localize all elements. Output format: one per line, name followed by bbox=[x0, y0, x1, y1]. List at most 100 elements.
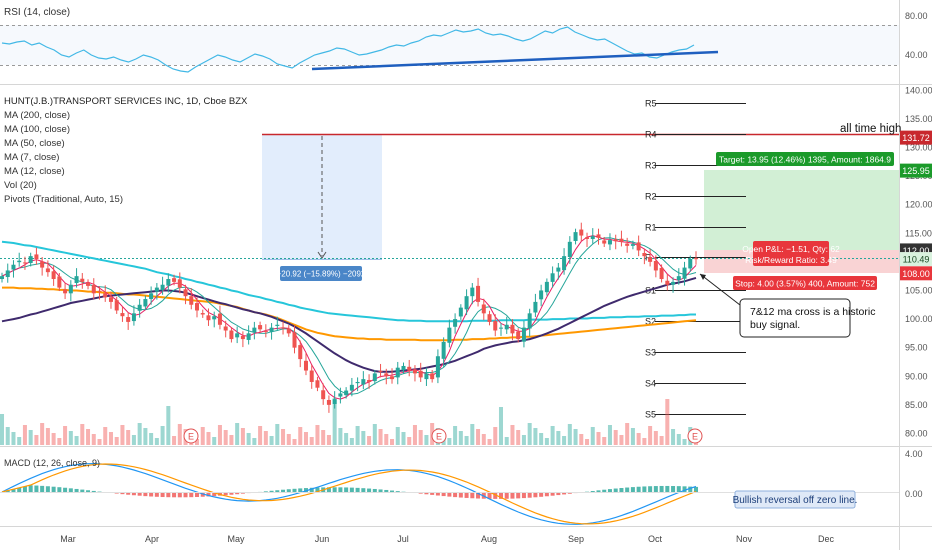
volume-bar bbox=[407, 437, 412, 445]
volume-bar bbox=[464, 436, 469, 445]
macd-bar bbox=[269, 490, 274, 492]
candle-body bbox=[395, 367, 400, 378]
rsi-label: RSI (14, close) bbox=[4, 7, 70, 18]
candle-body bbox=[453, 319, 458, 327]
measure-range-box bbox=[262, 134, 382, 260]
rsi-pane[interactable]: RSI (14, close) 80.00 40.00 bbox=[0, 7, 928, 73]
macd-bar bbox=[131, 492, 136, 496]
candle-body bbox=[659, 267, 664, 280]
macd-bar bbox=[516, 492, 521, 499]
candle-body bbox=[533, 301, 538, 313]
price-tick: 80.00 bbox=[905, 428, 928, 438]
rsi-tick-40: 40.00 bbox=[905, 50, 928, 60]
macd-bar bbox=[17, 487, 22, 492]
candle-body bbox=[68, 284, 73, 294]
macd-bar bbox=[493, 492, 498, 499]
candle-body bbox=[527, 313, 532, 329]
macd-bar bbox=[630, 487, 635, 492]
macd-bar bbox=[676, 486, 681, 492]
candle-body bbox=[407, 366, 412, 371]
pivot-label-r2: R2 bbox=[645, 192, 657, 202]
macd-bar bbox=[309, 487, 314, 492]
candle-body bbox=[183, 289, 188, 297]
macd-bar bbox=[527, 492, 532, 498]
month-tick-mar: Mar bbox=[60, 534, 76, 544]
macd-bar bbox=[430, 492, 435, 495]
month-tick-aug: Aug bbox=[481, 534, 497, 544]
volume-bar bbox=[636, 433, 641, 445]
macd-bar bbox=[303, 488, 308, 492]
volume-bar bbox=[114, 437, 119, 445]
volume-bar bbox=[275, 424, 280, 445]
volume-bar bbox=[246, 433, 251, 445]
volume-bar bbox=[0, 414, 5, 445]
volume-bar bbox=[556, 431, 561, 445]
macd-bar bbox=[332, 487, 337, 492]
indicator-ma100: MA (100, close) bbox=[4, 124, 70, 135]
volume-bar bbox=[108, 432, 113, 445]
earnings-marker-1[interactable]: E bbox=[183, 428, 199, 444]
volume-bar bbox=[596, 432, 601, 445]
volume-bar bbox=[395, 427, 400, 445]
month-tick-dec: Dec bbox=[818, 534, 835, 544]
candle-body bbox=[441, 341, 446, 359]
price-tick: 140.00 bbox=[905, 85, 932, 95]
macd-pane[interactable]: MACD (12, 26, close, 9) 4.00 0.00 Bullis… bbox=[0, 449, 923, 525]
volume-bar bbox=[498, 407, 503, 445]
macd-bar bbox=[74, 488, 79, 492]
candle-body bbox=[91, 285, 96, 294]
volume-bar bbox=[269, 436, 274, 445]
candle-body bbox=[292, 332, 297, 348]
candle-body bbox=[86, 282, 91, 286]
ma-100-line bbox=[2, 286, 697, 342]
volume-bar bbox=[326, 435, 331, 445]
volume-bar bbox=[476, 429, 481, 445]
callout-note[interactable]: 7&12 ma cross is a historic buy signal. bbox=[699, 273, 875, 338]
volume-bar bbox=[309, 437, 314, 445]
volume-bar bbox=[45, 428, 50, 445]
macd-bar bbox=[544, 492, 549, 497]
macd-bar bbox=[435, 492, 440, 496]
all-time-high-label: all time high bbox=[840, 123, 901, 135]
volume-bar bbox=[338, 428, 343, 445]
volume-bar bbox=[131, 435, 136, 445]
volume-bar bbox=[217, 425, 222, 445]
volume-bar bbox=[229, 435, 234, 445]
svg-text:E: E bbox=[188, 432, 194, 442]
macd-bar bbox=[315, 487, 320, 492]
month-tick-nov: Nov bbox=[736, 534, 753, 544]
candle-body bbox=[401, 365, 406, 371]
volume-bar bbox=[378, 429, 383, 445]
candle-body bbox=[607, 240, 612, 245]
macd-bar bbox=[143, 492, 148, 497]
volume-bar bbox=[493, 427, 498, 445]
earnings-marker-2[interactable]: E bbox=[431, 428, 447, 444]
candle-body bbox=[688, 259, 693, 269]
volume-bar bbox=[303, 432, 308, 445]
volume-bar bbox=[349, 438, 354, 445]
volume-bar bbox=[527, 423, 532, 445]
volume-bar bbox=[481, 434, 486, 445]
volume-bar bbox=[240, 428, 245, 445]
volume-bar bbox=[97, 439, 102, 445]
macd-bar bbox=[659, 485, 664, 492]
macd-bar bbox=[183, 492, 188, 498]
candle-body bbox=[45, 268, 50, 273]
candle-body bbox=[619, 238, 624, 242]
volume-bar bbox=[659, 436, 664, 445]
volume-bar bbox=[602, 437, 607, 445]
candle-body bbox=[80, 278, 85, 282]
candle-body bbox=[108, 297, 113, 302]
macd-bar bbox=[149, 492, 154, 497]
macd-bar bbox=[57, 487, 62, 492]
candle-body bbox=[40, 261, 45, 268]
candle-body bbox=[487, 314, 492, 322]
candle-body bbox=[131, 313, 136, 322]
candle-body bbox=[103, 293, 108, 298]
candles bbox=[0, 222, 699, 413]
macd-bar bbox=[607, 489, 612, 492]
indicator-ma7: MA (7, close) bbox=[4, 152, 59, 163]
earnings-marker-3[interactable]: E bbox=[687, 428, 703, 444]
